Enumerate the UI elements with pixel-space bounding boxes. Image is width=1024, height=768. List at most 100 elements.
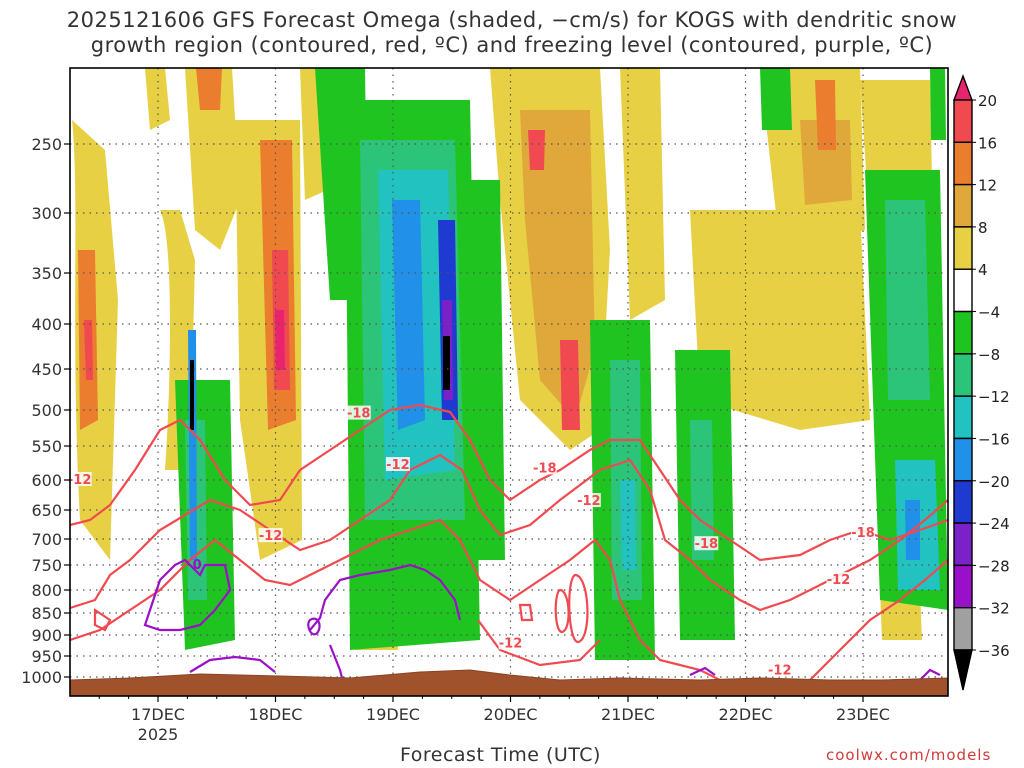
contour-label-bg <box>576 493 601 507</box>
x-tick-label: 23DEC <box>836 705 890 724</box>
y-tick-label: 900 <box>31 626 62 645</box>
dgz-contour-label: -18 <box>347 407 371 422</box>
omega-region <box>560 340 580 430</box>
x-tick-label: 20DEC <box>484 705 538 724</box>
dgz-contour-line <box>518 603 534 622</box>
y-tick-label: 500 <box>31 401 62 420</box>
colorbar-label: 20 <box>978 92 997 110</box>
y-tick-label: 750 <box>31 556 62 575</box>
colorbar-label: −12 <box>978 388 1010 406</box>
freezing-contour-line <box>309 563 462 631</box>
y-tick-label: 1000 <box>21 668 62 687</box>
colorbar-label: −16 <box>978 430 1010 448</box>
colorbar-label: 8 <box>978 219 988 237</box>
colorbar-label: −24 <box>978 515 1010 533</box>
omega-region <box>528 130 545 170</box>
freezing-contour-label: 0 <box>193 558 202 573</box>
omega-region <box>145 68 170 130</box>
colorbar-swatch <box>953 522 973 567</box>
colorbar-label: −28 <box>978 557 1010 575</box>
colorbar-swatch <box>953 606 973 651</box>
contour-labels: -12 -12 -18 -12 -18 -12 -18 -18 -12 -12 -12 0 <box>67 405 875 679</box>
y-tick-label: 250 <box>31 135 62 154</box>
omega-region <box>275 310 285 370</box>
omega-region <box>620 68 665 320</box>
omega-region <box>815 80 836 150</box>
plot-frame <box>69 67 949 697</box>
omega-region <box>443 336 450 390</box>
y-tick-label: 700 <box>31 530 62 549</box>
y-axis: 250 300 350 400 450 500 550 600 650 700 750 800 850 9… <box>21 135 70 687</box>
contour-label-bg <box>694 536 719 551</box>
omega-region <box>84 320 93 380</box>
contour-label-bg <box>826 572 851 586</box>
dgz-contour-label: -18 <box>851 526 875 541</box>
y-tick-label: 600 <box>31 471 62 490</box>
colorbar-swatch <box>953 437 973 482</box>
dgz-contour-line <box>699 518 948 562</box>
contour-label-bg <box>851 525 875 540</box>
colorbar-label: −4 <box>978 304 1000 322</box>
contour-label-bg <box>67 472 92 486</box>
chart-title: 2025121606 GFS Forecast Omega (shaded, −… <box>0 8 1024 58</box>
dgz-contour-label: -12 <box>386 458 410 473</box>
omega-region <box>690 210 870 430</box>
contour-label-bg <box>498 635 523 650</box>
gridlines <box>70 68 948 696</box>
freezing-contour-line <box>919 668 941 681</box>
y-tick-label: 450 <box>31 360 62 379</box>
colorbar-swatch <box>953 183 973 228</box>
dgz-contour-line <box>70 453 948 612</box>
colorbar-label: −20 <box>978 473 1010 491</box>
omega-region <box>196 68 222 110</box>
colorbar-swatch <box>953 480 973 524</box>
contour-label-bg <box>532 460 557 475</box>
dgz-contour-label: -12 <box>577 494 601 509</box>
colorbar-swatch <box>953 141 973 186</box>
colorbar-swatch <box>953 353 973 397</box>
colorbar-swatch <box>953 268 973 313</box>
freezing-contour-line <box>143 558 232 632</box>
colorbar-swatch <box>953 395 973 440</box>
omega-region <box>930 68 946 140</box>
omega-region <box>470 180 505 560</box>
dgz-contour-label: -18 <box>533 461 557 476</box>
title-line-1: 2025121606 GFS Forecast Omega (shaded, −… <box>66 8 958 32</box>
y-tick-label: 350 <box>31 264 62 283</box>
omega-shading <box>72 68 948 660</box>
colorbar-swatch <box>953 99 973 144</box>
x-tick-label: 19DEC <box>366 705 420 724</box>
x-axis: 17DEC 18DEC 19DEC 20DEC 21DEC 22DEC 23DEC 2025 <box>98 696 890 744</box>
contour-label-bg <box>385 457 410 472</box>
colorbar-swatch <box>953 310 973 355</box>
x-tick-label: 22DEC <box>719 705 773 724</box>
colorbar-bottom-arrow <box>953 649 973 691</box>
omega-region <box>392 200 425 430</box>
omega-region <box>800 120 852 205</box>
dgz-contour-line <box>477 619 601 667</box>
freezing-contour-line <box>189 655 276 673</box>
dgz-contour-line <box>70 403 701 527</box>
y-tick-label: 550 <box>31 437 62 456</box>
contour-label-bg <box>767 662 792 677</box>
freezing-contour-line <box>307 617 321 636</box>
freezing-contour-line <box>689 666 716 676</box>
contour-label-bg <box>346 405 371 420</box>
y-tick-label: 800 <box>31 581 62 600</box>
credit-link[interactable]: coolwx.com/models <box>826 746 992 764</box>
y-tick-label: 950 <box>31 647 62 666</box>
colorbar-top-arrow <box>952 74 974 101</box>
x-axis-label: Forecast Time (UTC) <box>400 744 601 766</box>
colorbar-swatch <box>953 226 973 270</box>
x-year-label: 2025 <box>138 725 179 744</box>
dgz-contour-label: -12 <box>827 573 851 588</box>
colorbar: 20 16 12 8 4 −4 −8 −12 −16 −20 −24 −28 −32 −36 <box>952 74 1010 691</box>
y-tick-label: 300 <box>31 204 62 223</box>
y-tick-label: 400 <box>31 315 62 334</box>
colorbar-label: 4 <box>978 261 988 279</box>
dgz-contour-label: -12 <box>768 664 792 679</box>
x-tick-label: 17DEC <box>131 705 185 724</box>
contour-label-bg <box>258 528 283 543</box>
title-line-2: growth region (contoured, red, ºC) and f… <box>90 33 934 57</box>
